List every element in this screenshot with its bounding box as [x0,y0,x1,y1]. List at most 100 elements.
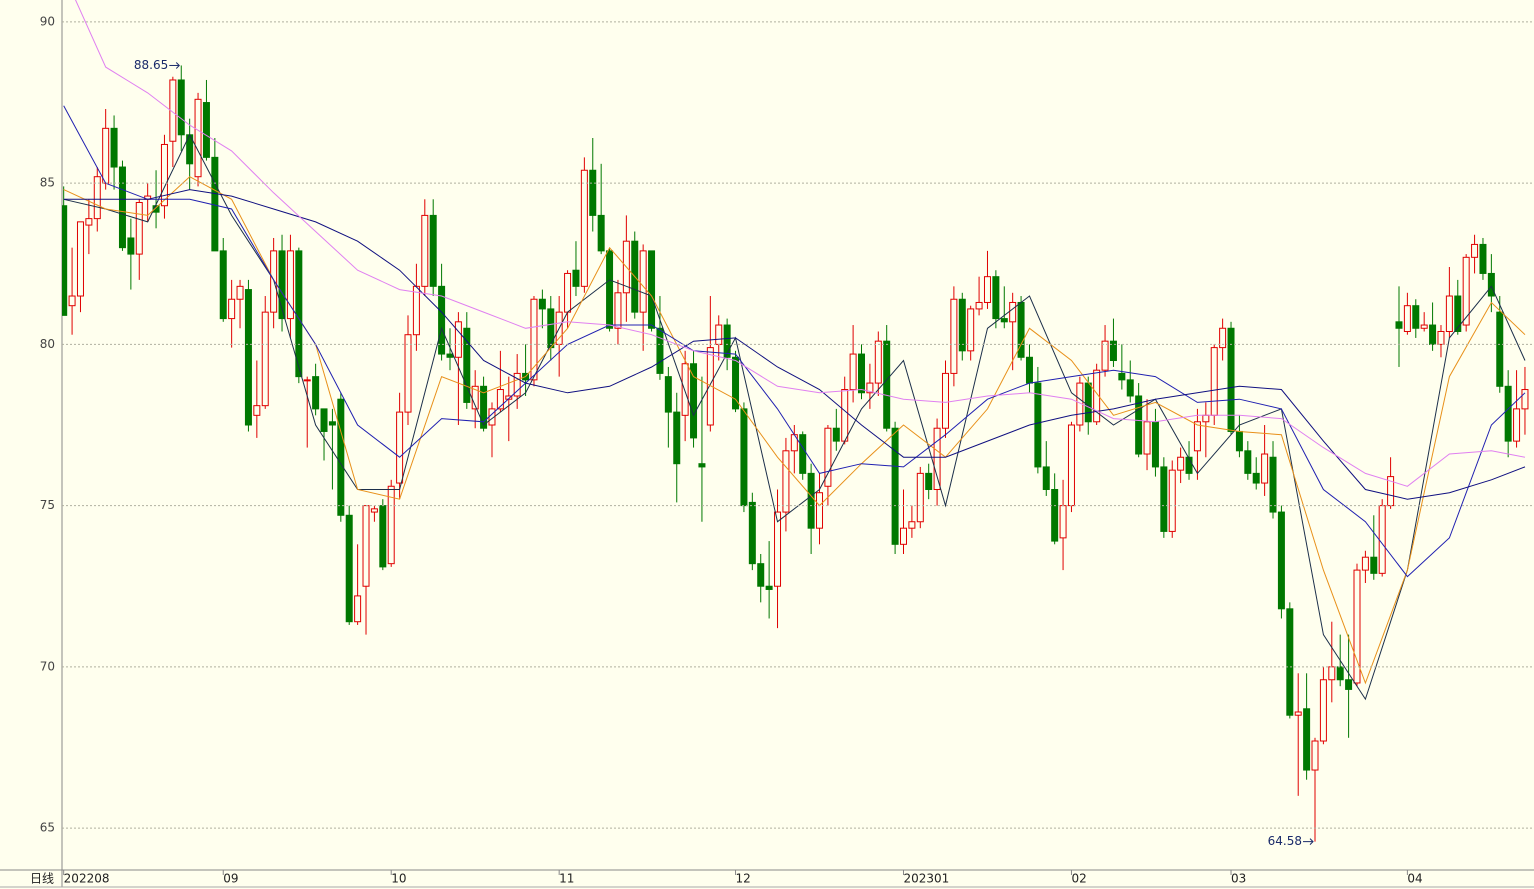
ma-line [63,105,1526,578]
candle-body [916,472,924,523]
candle-body [950,298,958,374]
candle-body [295,250,303,378]
candle-body [286,250,294,320]
candle-body [606,250,614,329]
candle-body [1311,740,1319,771]
x-tick-label: 04 [1407,872,1422,886]
annotation-label: 88.65 [134,58,168,72]
candle-body [732,356,740,410]
candle-body [513,372,521,397]
candle-body [345,514,353,623]
candle-body [1294,711,1302,716]
candle-body [1101,340,1109,371]
candle-body [93,176,101,220]
candle-body [983,276,991,303]
candle-body [1252,472,1260,484]
candle-body [1370,556,1378,574]
candle-body [1051,488,1059,542]
period-label: 日线 [30,872,54,886]
candle-body [228,298,236,320]
candle-body [757,563,765,587]
candle-body [690,363,698,439]
candle-body [824,427,832,487]
candle-body [1395,321,1403,329]
candle-body [236,285,244,300]
candle-body [1336,666,1344,681]
candle-body [1269,456,1277,513]
candle-body [62,205,68,316]
candle-body [118,166,126,249]
candle-body [328,421,336,426]
candle-body [1185,456,1193,474]
candle-body [1361,556,1369,571]
candle-body [169,79,177,142]
x-tick-label: 202301 [903,872,949,886]
candle-body [135,202,143,255]
candle-body [1227,327,1235,432]
ma-line [63,189,1526,500]
candle-body [1219,327,1227,349]
candle-body [127,237,135,255]
candle-body [858,353,866,394]
candle-body [1437,330,1445,345]
candle-body [412,285,420,336]
candle-body [614,292,622,329]
candle-body [816,492,824,529]
candle-body [1462,256,1470,326]
candle-body [664,376,672,413]
candle-body [580,169,588,287]
candle-body [1429,324,1437,345]
candle-body [774,511,782,587]
candle-body [967,308,975,352]
candle-body [1487,272,1495,297]
candle-body [547,308,555,349]
candle-body [1034,382,1042,468]
candle-body [496,389,504,410]
candle-body [883,340,891,429]
candle-body [480,385,488,429]
candle-body [303,379,311,382]
candle-body [1126,379,1134,397]
x-tick-label: 10 [391,872,406,886]
candle-body [1445,295,1453,332]
candle-body [639,250,647,313]
candle-body [320,408,328,432]
candle-body [1151,421,1159,468]
y-tick-label: 70 [40,659,55,673]
candle-body [1109,340,1117,362]
candle-body [1454,295,1462,332]
candle-body [1135,395,1143,455]
candle-body [404,334,412,413]
candle-body [253,405,261,416]
candle-body [1345,679,1353,690]
candle-body [85,218,93,226]
candle-body [211,156,219,252]
y-tick-label: 85 [40,176,55,190]
candle-body [572,269,580,287]
x-tick-label: 12 [736,872,751,886]
candle-body [975,301,983,310]
candle-body [379,505,387,568]
x-tick-label: 09 [223,872,238,886]
candle-body [202,102,210,158]
candle-body [261,311,269,407]
candle-body [564,272,572,313]
candle-body [933,427,941,490]
candle-body [849,353,857,391]
candle-body [110,127,118,168]
candle-body [648,250,656,329]
candle-body [1319,679,1327,742]
candle-body [446,353,454,358]
candle-body [438,285,446,355]
candle-body [1378,505,1386,574]
candle-body [908,521,916,529]
candle-body [748,501,756,565]
candle-body [421,214,429,287]
candle-body [152,205,160,213]
candle-body [1479,243,1487,274]
candle-body [370,508,378,513]
candle-body [874,340,882,384]
candle-body [740,408,748,507]
